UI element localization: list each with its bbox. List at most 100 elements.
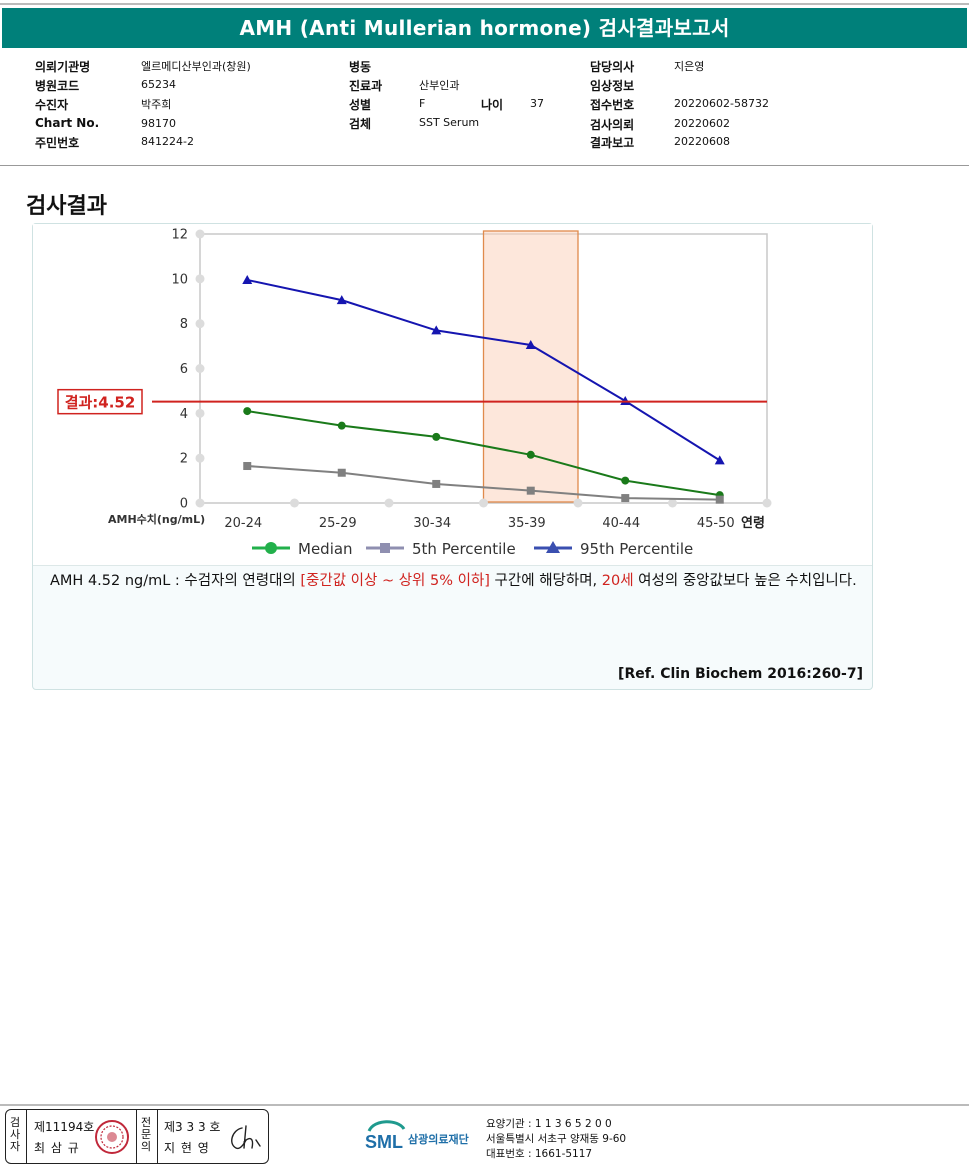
legend-marker xyxy=(380,543,390,553)
info-label: 담당의사 xyxy=(590,60,635,74)
tester-name: 최 삼 규 xyxy=(34,1141,80,1155)
org-line: 대표번호 : 1661-5117 xyxy=(486,1148,593,1160)
legend-label: 5th Percentile xyxy=(412,540,516,558)
divider xyxy=(136,1110,137,1163)
info-value: 엘르메디산부인과(창원) xyxy=(141,60,251,73)
specialist-id: 제3 3 3 호 xyxy=(164,1120,221,1134)
interpretation-part: AMH 4.52 ng/mL : 수검자의 연령대의 xyxy=(50,573,301,589)
info-label: 성별 xyxy=(349,98,372,112)
y-tick-dot xyxy=(195,453,205,463)
divider xyxy=(157,1110,158,1163)
data-point xyxy=(526,486,535,495)
data-point xyxy=(242,274,253,284)
x-tick-dot xyxy=(573,498,583,508)
y-tick-dot xyxy=(195,364,205,373)
y-tick-label: 4 xyxy=(180,407,188,422)
info-value: 37 xyxy=(530,97,544,110)
x-tick-dot xyxy=(762,498,772,508)
info-value: 20220602 xyxy=(674,117,730,130)
data-point xyxy=(620,396,631,406)
info-label: 접수번호 xyxy=(590,98,635,112)
interpretation-highlight: [중간값 이상 ~ 상위 5% 이하] xyxy=(300,573,490,589)
info-label: 진료과 xyxy=(349,79,383,93)
info-label: 결과보고 xyxy=(590,136,635,150)
info-label: 검체 xyxy=(349,117,372,131)
data-point xyxy=(243,407,252,416)
interpretation-part: 여성의 중앙값보다 높은 수치입니다. xyxy=(633,573,857,589)
info-value: 841224-2 xyxy=(141,135,194,148)
info-value: 98170 xyxy=(141,117,176,130)
info-value: 산부인과 xyxy=(419,79,460,92)
x-tick-dot xyxy=(479,498,488,508)
info-label: 수진자 xyxy=(35,98,69,112)
info-label: 검사의뢰 xyxy=(590,118,635,132)
y-tick-label: 10 xyxy=(171,272,188,287)
x-tick-label: 30-34 xyxy=(413,516,451,531)
bottom-rule xyxy=(0,1104,969,1106)
info-label: 나이 xyxy=(481,98,504,112)
top-rule xyxy=(0,3,969,5)
info-label: Chart No. xyxy=(35,116,100,130)
interpretation-text: AMH 4.52 ng/mL : 수검자의 연령대의 [중간값 이상 ~ 상위 … xyxy=(50,570,875,592)
data-point xyxy=(243,462,252,471)
x-tick-label: 40-44 xyxy=(602,516,640,531)
info-value: 박주희 xyxy=(141,98,172,111)
x-tick-label: 45-50 xyxy=(697,516,735,531)
org-line: 요양기관 : 1 1 3 6 5 2 0 0 xyxy=(486,1118,612,1130)
data-point xyxy=(621,494,630,503)
info-row: 의뢰기관명 xyxy=(35,58,90,75)
y-tick-dot xyxy=(195,274,205,284)
series-line xyxy=(247,278,721,462)
signature-icon xyxy=(231,1125,261,1150)
section-title: 검사결과 xyxy=(26,194,107,219)
data-point xyxy=(431,325,442,335)
x-tick-label: 25-29 xyxy=(319,516,357,531)
interpretation-part: 구간에 해당하며, xyxy=(489,573,602,589)
y-tick-label: 12 xyxy=(171,228,188,243)
info-label: 병원코드 xyxy=(35,79,80,93)
y-tick-dot xyxy=(195,229,205,239)
x-tick-dot xyxy=(668,498,677,508)
info-label: 병동 xyxy=(349,60,372,74)
x-tick-label: 35-39 xyxy=(508,516,546,531)
x-axis-label: 연령 xyxy=(741,516,765,531)
amh-chart: 0 2 4 6 8 10 12 20-24 25-29 30-34 35-39 40-44 45-50 A… xyxy=(57,228,772,558)
y-tick-dot xyxy=(195,408,205,418)
series-line xyxy=(247,410,720,497)
org-info: 요양기관 : 1 1 3 6 5 2 0 0 서울특별시 서초구 양재동 9-6… xyxy=(486,1117,626,1162)
org-line: 서울특별시 서초구 양재동 9-60 xyxy=(486,1133,627,1145)
result-label: 결과:4.52 xyxy=(65,394,136,412)
data-point xyxy=(432,479,441,488)
sml-logo-icon: SML 삼광의료재단 xyxy=(365,1120,469,1152)
x-tick-label: 20-24 xyxy=(224,516,262,531)
y-tick-dot xyxy=(195,498,205,508)
x-tick-dot xyxy=(384,498,394,508)
data-point xyxy=(336,295,347,305)
info-value: 지은영 xyxy=(674,60,705,73)
legend-label: 95th Percentile xyxy=(580,540,693,558)
data-point xyxy=(621,476,630,485)
legend-marker xyxy=(265,542,277,554)
info-value: SST Serum xyxy=(419,116,480,129)
data-point xyxy=(715,495,724,504)
logo-text: SML xyxy=(365,1132,403,1152)
result-label-box xyxy=(57,388,143,415)
patient-info: 의뢰기관명 엘르메디산부인과(창원) 병원코드 65234 수진자 박주희 Ch… xyxy=(0,52,969,166)
info-value: 20220608 xyxy=(674,135,730,148)
legend-label: Median xyxy=(298,540,353,558)
data-point xyxy=(337,468,346,477)
y-tick-label: 2 xyxy=(180,452,188,467)
info-value: F xyxy=(419,97,426,110)
interpretation-highlight: 20세 xyxy=(601,573,634,589)
y-tick-label: 0 xyxy=(180,497,188,512)
info-label: 의뢰기관명 xyxy=(35,60,91,74)
seal-icon xyxy=(95,1120,129,1154)
data-point xyxy=(526,450,535,459)
org-name: 삼광의료재단 xyxy=(408,1132,469,1146)
specialist-name: 지 현 영 xyxy=(164,1141,210,1155)
chart-area xyxy=(33,224,872,566)
data-point xyxy=(525,339,536,349)
